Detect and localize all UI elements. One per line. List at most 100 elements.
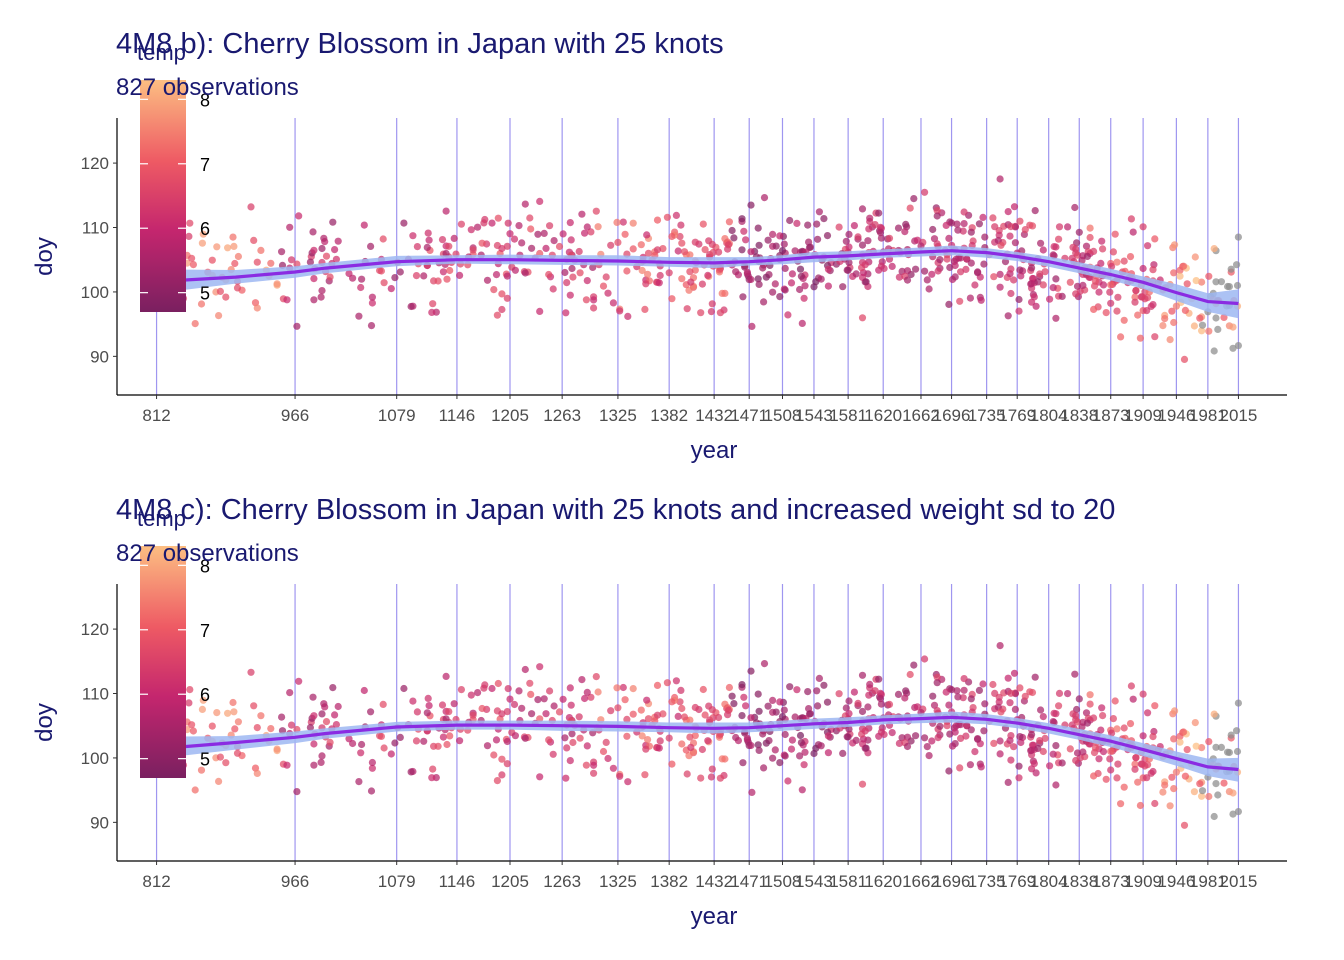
- data-point: [653, 246, 662, 254]
- data-point: [1073, 282, 1082, 290]
- data-point: [668, 295, 676, 303]
- data-point: [1212, 743, 1220, 751]
- data-point: [247, 668, 255, 676]
- data-point: [1183, 280, 1191, 288]
- data-point: [943, 722, 951, 730]
- data-point: [637, 241, 645, 249]
- data-point: [629, 685, 637, 693]
- data-point: [1139, 223, 1147, 231]
- data-point: [536, 197, 544, 205]
- data-point: [793, 219, 801, 227]
- data-point: [967, 228, 975, 236]
- data-point: [686, 716, 694, 724]
- data-point: [1004, 778, 1012, 786]
- data-point: [1099, 712, 1107, 720]
- data-point: [644, 715, 653, 723]
- data-point: [951, 728, 959, 736]
- data-point: [1126, 253, 1135, 261]
- data-point: [1107, 299, 1115, 307]
- y-tick-label: 110: [82, 685, 109, 704]
- data-point: [845, 258, 853, 267]
- data-point: [925, 285, 933, 293]
- data-point: [1086, 233, 1094, 242]
- data-point: [912, 265, 920, 273]
- data-point: [786, 216, 794, 225]
- data-point: [442, 249, 450, 258]
- legend-label: 6: [200, 219, 210, 239]
- data-point: [222, 759, 230, 767]
- data-point: [769, 754, 777, 762]
- data-point: [534, 230, 542, 238]
- data-point: [322, 718, 331, 726]
- data-point: [1132, 287, 1140, 295]
- data-point: [996, 642, 1004, 650]
- data-point: [740, 693, 748, 701]
- data-point: [429, 300, 437, 308]
- data-point: [1234, 699, 1242, 707]
- data-point: [704, 271, 712, 279]
- data-point: [1011, 705, 1020, 713]
- data-point: [1149, 767, 1157, 776]
- data-point: [903, 742, 912, 751]
- data-point: [566, 291, 574, 299]
- x-tick-label: 1471: [730, 872, 768, 891]
- data-point: [1099, 748, 1108, 756]
- data-point: [781, 752, 789, 760]
- data-point: [1032, 769, 1040, 777]
- data-point: [913, 236, 922, 244]
- data-point: [503, 294, 511, 302]
- data-point: [656, 737, 664, 745]
- data-point: [490, 751, 498, 759]
- data-point: [910, 195, 918, 203]
- data-point: [728, 692, 736, 700]
- data-point: [604, 754, 612, 763]
- data-point: [367, 322, 376, 330]
- axes: 90 100 110 120 812 966 1079 1146 1205 1263 1325 138…: [81, 584, 1287, 891]
- data-point: [687, 278, 695, 286]
- y-axis-title: doy: [31, 703, 58, 742]
- data-point: [672, 211, 681, 219]
- data-point: [1192, 742, 1200, 750]
- data-point: [1015, 774, 1023, 782]
- data-point: [216, 753, 224, 761]
- data-point: [1034, 744, 1042, 753]
- data-point: [804, 221, 812, 229]
- data-point: [858, 671, 867, 679]
- data-point: [755, 746, 763, 754]
- data-point: [493, 311, 501, 319]
- x-tick-label: 1146: [439, 872, 476, 891]
- data-point: [1069, 710, 1077, 718]
- data-point: [592, 673, 600, 681]
- data-point: [257, 246, 265, 254]
- data-point: [748, 788, 756, 796]
- data-point: [772, 708, 780, 716]
- data-point: [676, 232, 684, 241]
- data-point: [1120, 724, 1128, 732]
- data-point: [528, 710, 536, 718]
- data-point: [407, 302, 415, 311]
- data-point: [641, 305, 649, 313]
- data-point: [991, 223, 999, 231]
- data-point: [1113, 307, 1121, 315]
- data-point: [754, 224, 762, 232]
- data-point: [613, 684, 621, 692]
- data-point: [629, 219, 637, 227]
- y-tick-label: 120: [81, 154, 109, 173]
- data-point: [740, 227, 748, 235]
- data-point: [1036, 270, 1044, 278]
- data-point: [569, 738, 577, 747]
- data-point: [623, 267, 631, 275]
- data-point: [536, 307, 544, 315]
- data-point: [967, 726, 975, 734]
- data-point: [1117, 800, 1125, 808]
- data-point: [960, 675, 968, 683]
- data-point: [1180, 355, 1189, 363]
- data-point: [678, 740, 686, 748]
- data-point: [318, 244, 326, 253]
- data-point: [555, 708, 564, 716]
- data-point: [653, 681, 662, 689]
- data-point: [721, 289, 729, 297]
- data-point: [1234, 342, 1242, 350]
- data-point: [1172, 302, 1180, 310]
- data-point: [1007, 289, 1015, 298]
